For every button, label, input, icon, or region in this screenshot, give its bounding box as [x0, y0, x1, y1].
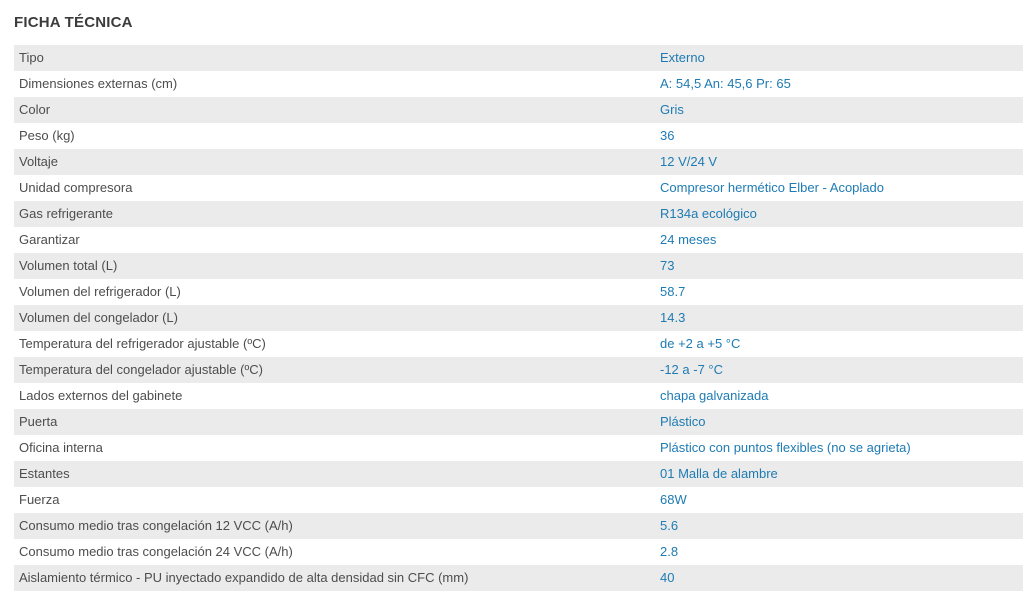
spec-value: 73: [660, 258, 675, 273]
spec-value: 40: [660, 570, 675, 585]
spec-label: Aislamiento térmico - PU inyectado expan…: [19, 570, 469, 585]
spec-label: Oficina interna: [19, 440, 103, 455]
spec-label: Temperatura del congelador ajustable (ºC…: [19, 362, 263, 377]
spec-value: Plástico con puntos flexibles (no se agr…: [660, 440, 911, 455]
table-row: Consumo medio tras congelación 12 VCC (A…: [14, 513, 1023, 539]
table-row: Tipo Externo: [14, 45, 1023, 71]
spec-label: Temperatura del refrigerador ajustable (…: [19, 336, 266, 351]
table-row: Color Gris: [14, 97, 1023, 123]
table-row: Unidad compresora Compresor hermético Elb…: [14, 175, 1023, 201]
spec-label: Peso (kg): [19, 128, 75, 143]
spec-value: 14.3: [660, 310, 686, 325]
spec-label: Puerta: [19, 414, 58, 429]
spec-value: -12 a -7 °C: [660, 362, 724, 377]
spec-value: 58.7: [660, 284, 686, 299]
spec-value: Gris: [660, 102, 684, 117]
spec-label: Volumen del congelador (L): [19, 310, 178, 325]
spec-label: Lados externos del gabinete: [19, 388, 183, 403]
spec-value: 01 Malla de alambre: [660, 466, 778, 481]
page-title: FICHA TÉCNICA: [14, 14, 133, 31]
spec-label: Volumen total (L): [19, 258, 118, 273]
table-row: Gas refrigerante R134a ecológico: [14, 201, 1023, 227]
table-row: Puerta Plástico: [14, 409, 1023, 435]
spec-label: Consumo medio tras congelación 12 VCC (A…: [19, 518, 293, 533]
table-row: Dimensiones externas (cm) A: 54,5 An: 45,…: [14, 71, 1023, 97]
spec-label: Gas refrigerante: [19, 206, 113, 221]
spec-value: 5.6: [660, 518, 679, 533]
spec-table: Tipo Externo Dimensiones externas (cm) A: 5…: [14, 45, 1023, 591]
table-row: Volumen del refrigerador (L) 58.7: [14, 279, 1023, 305]
spec-label: Color: [19, 102, 51, 117]
spec-value: Plástico: [660, 414, 706, 429]
spec-label: Fuerza: [19, 492, 60, 507]
spec-value: 24 meses: [660, 232, 717, 247]
spec-value: A: 54,5 An: 45,6 Pr: 65: [660, 76, 791, 91]
table-row: Oficina interna Plástico con puntos flexi…: [14, 435, 1023, 461]
spec-value: 68W: [660, 492, 687, 507]
table-row: Volumen total (L) 73: [14, 253, 1023, 279]
table-row: Temperatura del refrigerador ajustable (…: [14, 331, 1023, 357]
table-row: Temperatura del congelador ajustable (ºC…: [14, 357, 1023, 383]
spec-label: Voltaje: [19, 154, 59, 169]
table-row: Fuerza 68W: [14, 487, 1023, 513]
spec-label: Garantizar: [19, 232, 80, 247]
table-row: Aislamiento térmico - PU inyectado expan…: [14, 565, 1023, 591]
spec-value: R134a ecológico: [660, 206, 757, 221]
spec-value: Compresor hermético Elber - Acoplado: [660, 180, 884, 195]
spec-value: 12 V/24 V: [660, 154, 718, 169]
spec-label: Tipo: [19, 50, 44, 65]
spec-label: Unidad compresora: [19, 180, 133, 195]
spec-label: Dimensiones externas (cm): [19, 76, 178, 91]
spec-label: Consumo medio tras congelación 24 VCC (A…: [19, 544, 293, 559]
table-row: Lados externos del gabinete chapa galvani…: [14, 383, 1023, 409]
spec-value: chapa galvanizada: [660, 388, 769, 403]
table-row: Estantes 01 Malla de alambre: [14, 461, 1023, 487]
table-row: Volumen del congelador (L) 14.3: [14, 305, 1023, 331]
spec-value: 36: [660, 128, 675, 143]
table-row: Consumo medio tras congelación 24 VCC (A…: [14, 539, 1023, 565]
table-row: Peso (kg) 36: [14, 123, 1023, 149]
table-row: Voltaje 12 V/24 V: [14, 149, 1023, 175]
table-row: Garantizar 24 meses: [14, 227, 1023, 253]
spec-label: Estantes: [19, 466, 70, 481]
spec-value: Externo: [660, 50, 705, 65]
spec-value: 2.8: [660, 544, 679, 559]
spec-label: Volumen del refrigerador (L): [19, 284, 181, 299]
spec-value: de +2 a +5 °C: [660, 336, 741, 351]
